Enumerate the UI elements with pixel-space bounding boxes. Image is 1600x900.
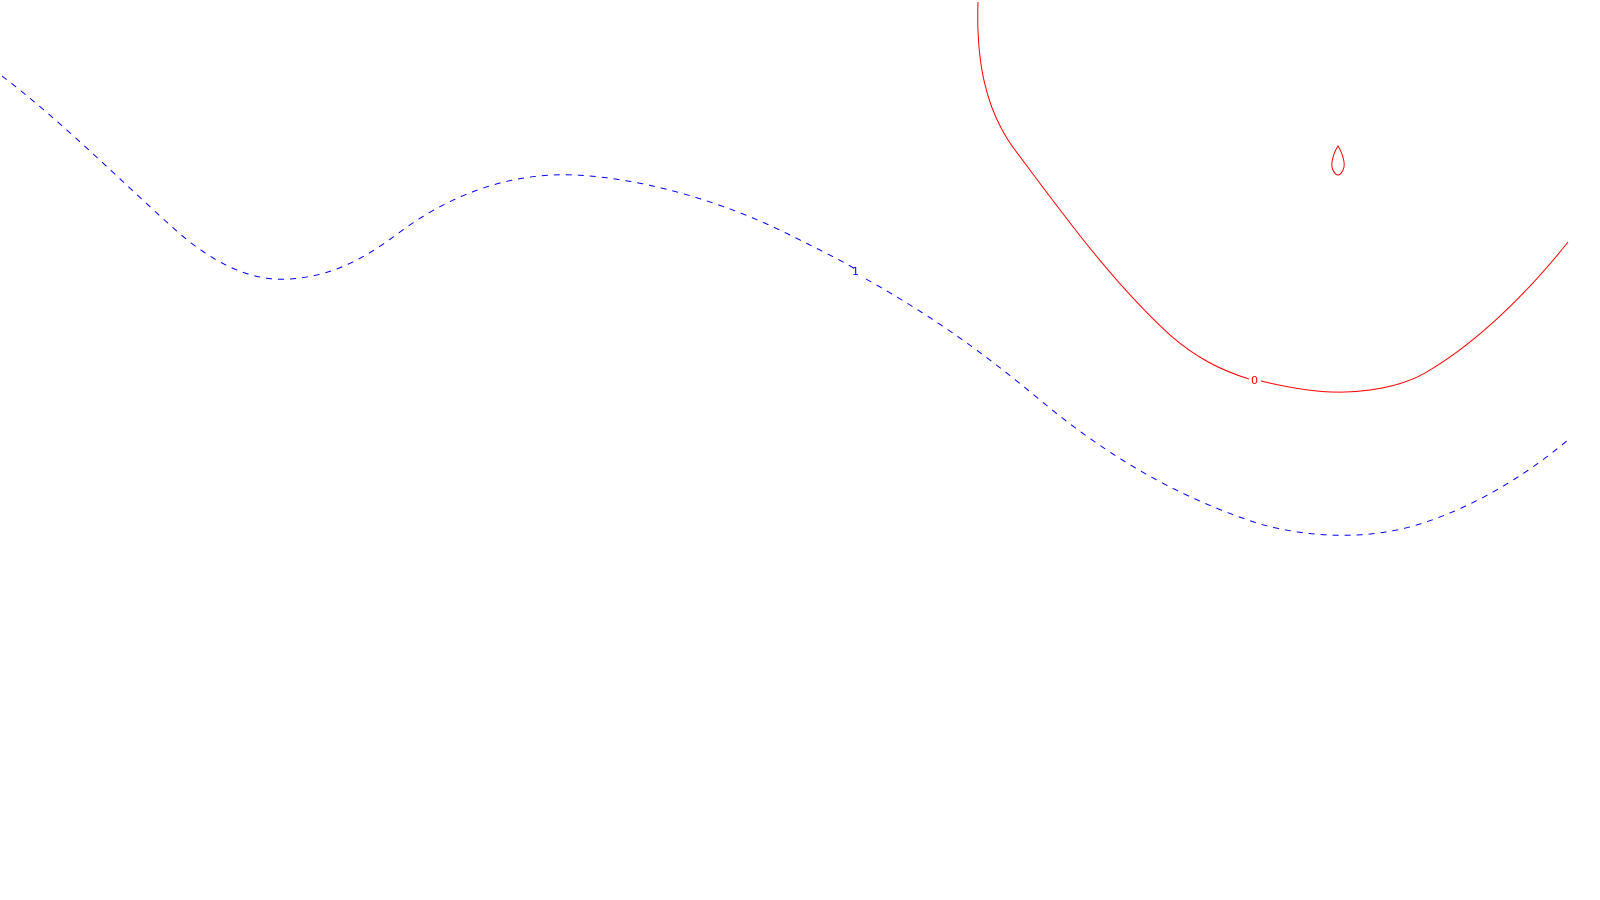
contour-line-level-0 [977, 1, 1250, 380]
contour-loop-level-0 [1331, 145, 1345, 176]
contour-line-level-0-segment-2 [1260, 241, 1569, 393]
contour-line-level-1 [1, 75, 857, 280]
contour-line-level-1-segment-2 [865, 278, 1569, 536]
contour-label-level-1: 1 [852, 265, 859, 278]
contour-label-level-0: 0 [1251, 374, 1258, 387]
